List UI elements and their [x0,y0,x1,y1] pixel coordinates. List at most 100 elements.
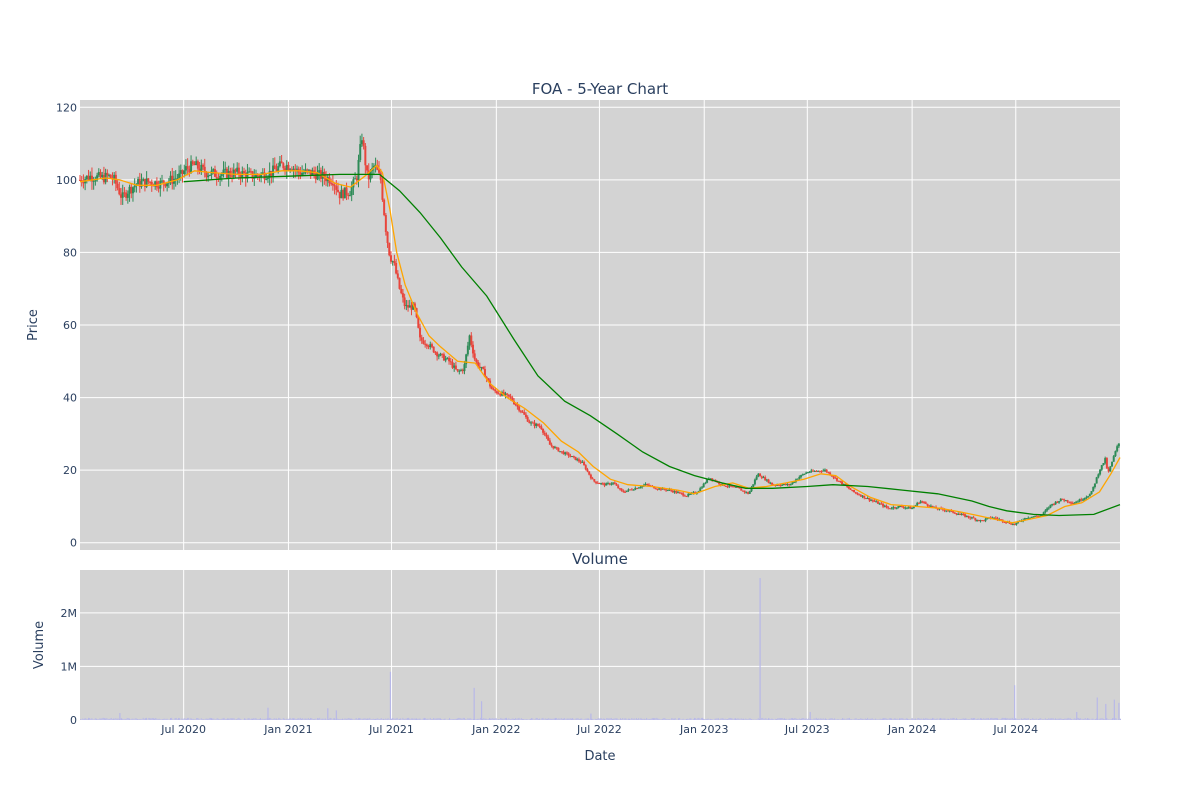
candle-body[interactable] [588,471,591,475]
candle-body[interactable] [817,470,820,472]
candle-body[interactable] [769,482,772,484]
volume-bar[interactable] [891,718,893,720]
volume-bar[interactable] [658,718,660,720]
volume-bar[interactable] [121,718,123,720]
volume-bar[interactable] [450,719,452,720]
candle-body[interactable] [810,470,813,472]
candle-body[interactable] [400,288,403,294]
candle-body[interactable] [237,167,240,175]
candle-body[interactable] [861,495,864,497]
candle-body[interactable] [208,174,211,176]
candle-body[interactable] [899,505,902,507]
candle-body[interactable] [483,369,486,378]
volume-bar[interactable] [258,718,260,720]
volume-bar[interactable] [487,719,489,720]
candle-body[interactable] [181,170,184,174]
volume-bar[interactable] [838,719,840,720]
volume-bar[interactable] [171,717,173,720]
candle-body[interactable] [849,488,852,490]
candle-body[interactable] [372,165,375,168]
candle-body[interactable] [665,489,668,491]
volume-bar[interactable] [693,717,695,720]
candle-body[interactable] [699,488,702,492]
volume-bar[interactable] [865,719,867,720]
volume-bar[interactable] [256,719,258,720]
candle-body[interactable] [183,170,186,174]
volume-bar[interactable] [252,718,254,720]
volume-bar[interactable] [1074,718,1076,720]
volume-bar[interactable] [1094,719,1096,720]
volume-bar[interactable] [414,718,416,720]
volume-bar[interactable] [1035,718,1037,720]
volume-bar[interactable] [737,718,739,720]
volume-bar[interactable] [562,718,564,720]
candle-body[interactable] [407,305,410,308]
volume-bar[interactable] [537,719,539,720]
volume-bar[interactable] [269,717,271,720]
candle-body[interactable] [335,186,338,190]
candle-body[interactable] [200,164,203,172]
candle-body[interactable] [829,472,832,476]
candle-body[interactable] [555,447,558,449]
volume-bar[interactable] [901,718,903,720]
candle-body[interactable] [337,189,340,192]
candle-body[interactable] [379,172,382,181]
volume-bar[interactable] [1057,718,1059,720]
candle-body[interactable] [579,461,582,463]
candle-body[interactable] [137,179,140,185]
candle-body[interactable] [617,485,620,489]
volume-bar[interactable] [475,719,477,720]
volume-bar[interactable] [814,718,816,720]
candle-body[interactable] [1042,512,1045,515]
volume-bar[interactable] [1030,719,1032,720]
volume-bar[interactable] [958,719,960,720]
volume-bar[interactable] [401,719,403,720]
candle-body[interactable] [750,487,753,492]
volume-bar[interactable] [889,718,891,720]
volume-bar[interactable] [1043,719,1045,720]
candle-body[interactable] [236,167,239,172]
volume-bar[interactable] [657,718,659,720]
candle-body[interactable] [904,507,907,509]
volume-bar[interactable] [361,719,363,720]
volume-bar[interactable] [1113,699,1115,720]
volume-bar[interactable] [1016,718,1018,720]
volume-bar[interactable] [731,718,733,720]
candle-body[interactable] [364,145,367,166]
candle-body[interactable] [401,293,404,298]
candle-body[interactable] [1056,501,1059,503]
volume-bar[interactable] [1065,718,1067,720]
volume-bar[interactable] [507,719,509,720]
volume-bar[interactable] [749,718,751,720]
volume-bar[interactable] [1050,718,1052,720]
volume-bar[interactable] [640,717,642,720]
candle-body[interactable] [552,445,555,449]
volume-bar[interactable] [240,719,242,720]
volume-bar[interactable] [791,718,793,720]
volume-bar[interactable] [246,719,248,720]
volume-bar[interactable] [1091,718,1093,720]
candle-body[interactable] [876,501,879,504]
volume-bar[interactable] [1052,718,1054,720]
candle-body[interactable] [907,506,910,508]
volume-bar[interactable] [894,718,896,720]
candle-body[interactable] [1117,443,1120,447]
candle-body[interactable] [468,335,471,346]
candle-body[interactable] [396,273,399,278]
volume-bar[interactable] [223,717,225,720]
volume-bar[interactable] [680,719,682,720]
volume-bar[interactable] [607,718,609,720]
volume-bar[interactable] [296,719,298,720]
volume-bar[interactable] [977,718,979,720]
candle-body[interactable] [251,171,254,179]
candle-body[interactable] [608,483,611,485]
volume-bar[interactable] [553,718,555,720]
candle-body[interactable] [661,488,664,490]
candle-body[interactable] [620,488,623,491]
volume-bars[interactable] [80,578,1121,720]
volume-bar[interactable] [1072,719,1074,720]
volume-bar[interactable] [711,719,713,720]
volume-bar[interactable] [1034,719,1036,720]
volume-bar[interactable] [410,719,412,720]
volume-bar[interactable] [349,718,351,720]
